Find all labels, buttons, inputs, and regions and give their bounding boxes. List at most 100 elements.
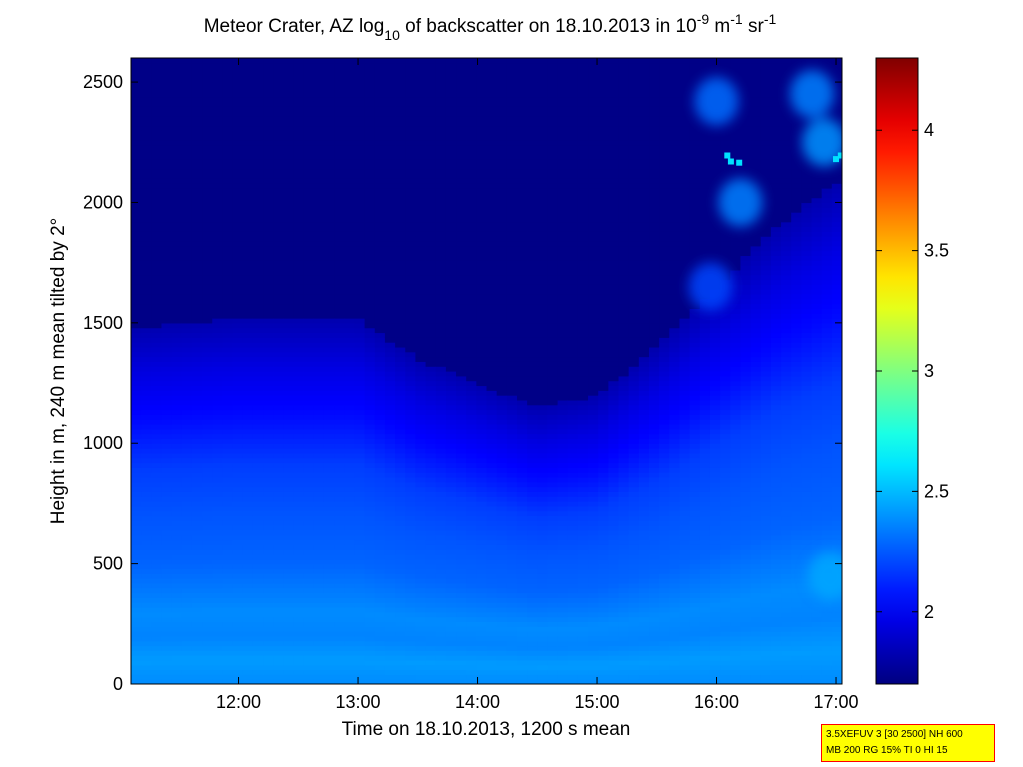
heatmap-cell [191, 664, 203, 671]
heatmap-cell [425, 342, 437, 348]
heatmap-cell [405, 226, 416, 232]
heatmap-cell [212, 423, 224, 430]
heatmap-cell [344, 659, 356, 666]
heatmap-cell [283, 520, 295, 526]
heatmap-cell [303, 539, 315, 545]
heatmap-cell [161, 313, 173, 319]
heatmap-cell [496, 216, 508, 223]
heatmap-cell [323, 58, 335, 64]
heatmap-cell [181, 351, 193, 358]
heatmap-cell [476, 438, 488, 444]
heatmap-cell [334, 505, 345, 512]
heatmap-cell [171, 274, 183, 281]
heatmap-cell [344, 313, 356, 319]
heatmap-cell [344, 433, 356, 440]
heatmap-cell [415, 236, 427, 242]
heatmap-cell [516, 568, 528, 574]
heatmap-cell [506, 481, 518, 488]
heatmap-cell [131, 130, 142, 136]
heatmap-cell [415, 452, 427, 459]
heatmap-cell [263, 602, 274, 608]
heatmap-cell [456, 631, 467, 637]
heatmap-cell [181, 149, 193, 155]
heatmap-cell [395, 202, 406, 208]
heatmap-cell [242, 602, 254, 608]
heatmap-cell [141, 481, 152, 488]
heatmap-cell [313, 621, 325, 627]
heatmap-cell [293, 240, 305, 247]
heatmap-cell [466, 534, 477, 541]
heatmap-cell [354, 346, 366, 353]
heatmap-cell [263, 679, 274, 684]
heatmap-cell [161, 265, 173, 271]
heatmap-cell [242, 640, 254, 647]
heatmap-cell [222, 385, 234, 391]
heatmap-cell [405, 173, 416, 179]
heatmap-cell [151, 433, 163, 440]
heatmap-cell [425, 135, 437, 141]
heatmap-cell [313, 419, 325, 425]
heatmap-cell [293, 443, 305, 449]
heatmap-cell [283, 110, 295, 117]
heatmap-cell [374, 245, 386, 252]
heatmap-cell [425, 356, 437, 362]
heatmap-cell [456, 188, 467, 194]
heatmap-cell [242, 120, 254, 127]
heatmap-cell [435, 674, 447, 680]
heatmap-cell [384, 568, 396, 574]
heatmap-cell [334, 428, 345, 435]
heatmap-cell [222, 255, 234, 261]
heatmap-cell [476, 529, 488, 536]
heatmap-cell [252, 130, 264, 136]
heatmap-cell [263, 467, 274, 473]
heatmap-cell [364, 231, 376, 237]
heatmap-cell [283, 399, 295, 406]
heatmap-cell [466, 207, 477, 213]
heatmap-cell [283, 130, 295, 136]
heatmap-cell [303, 308, 315, 314]
heatmap-cell [344, 82, 356, 88]
heatmap-cell [202, 423, 213, 430]
heatmap-cell [273, 58, 284, 64]
heatmap-cell [476, 231, 488, 237]
heatmap-cell [212, 293, 224, 300]
heatmap-cell [232, 414, 244, 420]
heatmap-cell [435, 486, 447, 492]
heatmap-cell [496, 154, 508, 160]
heatmap-cell [323, 173, 335, 179]
heatmap-cell [222, 452, 234, 459]
heatmap-cell [425, 534, 437, 541]
heatmap-cell [323, 399, 335, 406]
heatmap-cell [181, 496, 193, 502]
heatmap-cell [323, 553, 335, 560]
heatmap-cell [516, 597, 528, 603]
heatmap-cell [141, 616, 152, 622]
heatmap-cell [506, 414, 518, 420]
heatmap-cell [486, 553, 498, 560]
heatmap-cell [435, 452, 447, 459]
heatmap-cell [313, 240, 325, 247]
heatmap-cell [303, 303, 315, 309]
heatmap-cell [263, 82, 274, 88]
heatmap-cell [202, 318, 213, 324]
heatmap-cell [466, 159, 477, 165]
heatmap-cell [435, 640, 447, 647]
heatmap-cell [506, 173, 518, 179]
heatmap-cell [212, 192, 224, 199]
heatmap-cell [486, 375, 498, 382]
heatmap-cell [212, 631, 224, 637]
heatmap-cell [456, 582, 467, 589]
heatmap-cell [496, 106, 508, 112]
heatmap-cell [171, 289, 183, 295]
heatmap-cell [303, 202, 315, 208]
heatmap-cell [313, 582, 325, 589]
heatmap-cell [466, 130, 477, 136]
heatmap-cell [364, 520, 376, 526]
heatmap-cell [354, 525, 366, 531]
heatmap-cell [181, 168, 193, 175]
heatmap-cell [323, 433, 335, 440]
heatmap-cell [384, 346, 396, 353]
heatmap-cell [191, 91, 203, 98]
heatmap-cell [303, 472, 315, 478]
heatmap-cell [395, 544, 406, 550]
